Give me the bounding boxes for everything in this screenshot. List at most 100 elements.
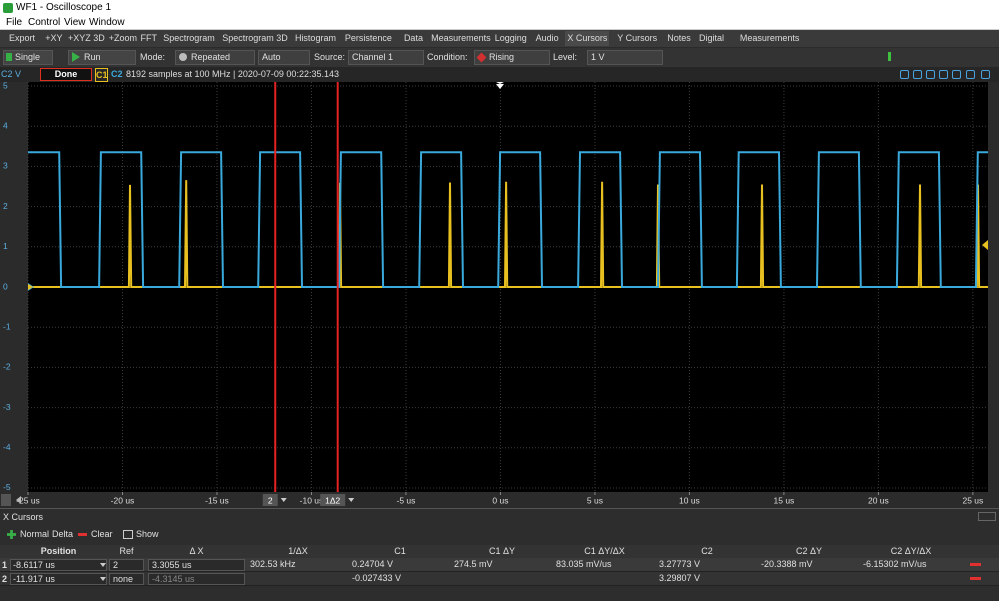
x-tick-label: 10 us — [679, 495, 700, 505]
toolbar-tab[interactable]: Audio — [535, 33, 559, 43]
state-box — [40, 68, 92, 81]
table-cell: -6.15302 mV/us — [863, 559, 927, 569]
toolbar-tab[interactable]: +XY — [45, 33, 63, 43]
trigger-value: Auto — [262, 52, 281, 62]
panel-close[interactable] — [978, 512, 996, 521]
table-cell[interactable]: none — [109, 573, 144, 585]
panel-title: X Cursors — [3, 512, 44, 522]
x-tick-label: 15 us — [774, 495, 795, 505]
toolbar-tab[interactable]: Histogram — [294, 33, 336, 43]
toolbar-tab[interactable]: Data — [403, 33, 423, 43]
x-tick-label: 0 us — [492, 495, 508, 505]
plot-tool[interactable] — [981, 70, 990, 79]
y-tick-label: -5 — [3, 482, 11, 492]
plot-tool[interactable] — [926, 70, 935, 79]
column-header: C1 — [394, 546, 406, 556]
table-cell: 3.27773 V — [659, 559, 701, 569]
panel-button[interactable]: Normal — [20, 529, 50, 539]
menu-bar — [0, 16, 999, 30]
menu-item[interactable]: Control — [28, 17, 61, 28]
axis-button — [1, 494, 11, 506]
row-index: 2 — [2, 574, 8, 584]
channel-c1[interactable]: C1 — [95, 68, 108, 82]
cursor-tag-arrow — [348, 498, 355, 502]
plot-tool[interactable] — [966, 70, 975, 79]
label: Source: — [314, 52, 346, 62]
toolbar-tab[interactable]: Persistence — [344, 33, 392, 43]
x-tick-label: -20 us — [111, 495, 135, 505]
trigger-position — [496, 82, 504, 89]
toolbar-tab[interactable]: +Zoom — [108, 33, 138, 43]
icon — [72, 52, 80, 62]
menu-item[interactable]: View — [64, 17, 86, 28]
panel-button[interactable]: Clear — [91, 529, 113, 539]
toolbar-tab[interactable]: X Cursors — [565, 31, 610, 46]
panel-button[interactable]: Delta — [52, 529, 74, 539]
toolbar — [0, 30, 999, 47]
window-title: WF1 - Oscilloscope 1 — [16, 2, 112, 13]
channel-c2[interactable]: C2 — [111, 69, 123, 79]
table-cell[interactable]: -4.3145 us — [148, 573, 245, 585]
mode-value: Repeated — [191, 52, 231, 62]
table-cell[interactable]: 2 — [109, 559, 144, 571]
dropdown[interactable] — [348, 50, 424, 65]
dropdown[interactable] — [474, 50, 550, 65]
label: Level: — [553, 52, 578, 62]
position-cell[interactable]: -11.917 us — [10, 573, 107, 585]
toolbar-tab[interactable]: FFT — [140, 33, 158, 43]
icon — [123, 530, 133, 539]
x-tick-label: 20 us — [868, 495, 889, 505]
toolbar-tab[interactable]: Logging — [494, 33, 527, 43]
toolbar-tab[interactable]: Spectrogram — [163, 33, 215, 43]
column-header: C2 ΔY/ΔX — [890, 546, 932, 556]
cursor-tag — [320, 494, 346, 506]
y-tick-label: -4 — [3, 442, 11, 452]
row-index: 1 — [2, 560, 8, 570]
plot-tool[interactable] — [939, 70, 948, 79]
run-button[interactable]: Run — [84, 52, 101, 62]
table-cell: -20.3388 mV — [761, 559, 813, 569]
column-header: Position — [40, 546, 77, 556]
indicator — [888, 52, 891, 61]
delete-row[interactable] — [970, 563, 981, 566]
y-tick-label: 2 — [3, 201, 8, 211]
toolbar-tab[interactable]: Y Cursors — [617, 33, 658, 43]
plot-tool[interactable] — [952, 70, 961, 79]
table-cell: 83.035 mV/us — [556, 559, 612, 569]
acquisition-info: 8192 samples at 100 MHz | 2020-07-09 00:… — [126, 69, 339, 79]
toolbar-tab[interactable]: Digital — [699, 33, 725, 43]
y-tick-label: -2 — [3, 362, 11, 372]
single-button[interactable]: Single — [15, 52, 41, 62]
dropdown-arrow — [100, 577, 106, 581]
label: Mode: — [140, 52, 166, 62]
toolbar-tab[interactable]: Notes — [667, 33, 691, 43]
dropdown[interactable] — [587, 50, 663, 65]
table-cell[interactable]: 3.3055 us — [148, 559, 245, 571]
column-header: Δ X — [189, 546, 204, 556]
toolbar-tab[interactable]: +XYZ 3D — [67, 33, 105, 43]
panel-button[interactable]: Show — [136, 529, 159, 539]
column-header: C1 ΔY/ΔX — [584, 546, 625, 556]
x-tick-label: -5 us — [396, 495, 415, 505]
dropdown-arrow — [100, 563, 106, 567]
toolbar-tab[interactable]: Measurements — [739, 33, 800, 43]
plot-tool[interactable] — [900, 70, 909, 79]
toolbar-tab[interactable]: Export — [9, 33, 36, 43]
position-cell[interactable]: -8.6117 us — [10, 559, 107, 571]
dropdown[interactable] — [258, 50, 310, 65]
cursor-tag — [262, 494, 278, 506]
plot-tool[interactable] — [913, 70, 922, 79]
button — [68, 50, 136, 65]
menu-item[interactable]: Window — [89, 17, 125, 28]
delete-row[interactable] — [970, 577, 981, 580]
toolbar-tab[interactable]: Spectrogram 3D — [222, 33, 288, 43]
dropdown[interactable] — [175, 50, 255, 65]
table-header — [0, 545, 999, 558]
plot: -5 -4 -3 -2 -1 0 1 2 3 4 5 -25 us -20 us -15 us -10 us… — [0, 82, 999, 508]
axis-arrow — [16, 496, 21, 504]
toolbar-tab[interactable]: Measurements — [431, 33, 491, 43]
menu-item[interactable]: File — [6, 17, 23, 28]
table-cell: 302.53 kHz — [250, 559, 296, 569]
cursor-tag-label: 2 — [268, 495, 273, 505]
